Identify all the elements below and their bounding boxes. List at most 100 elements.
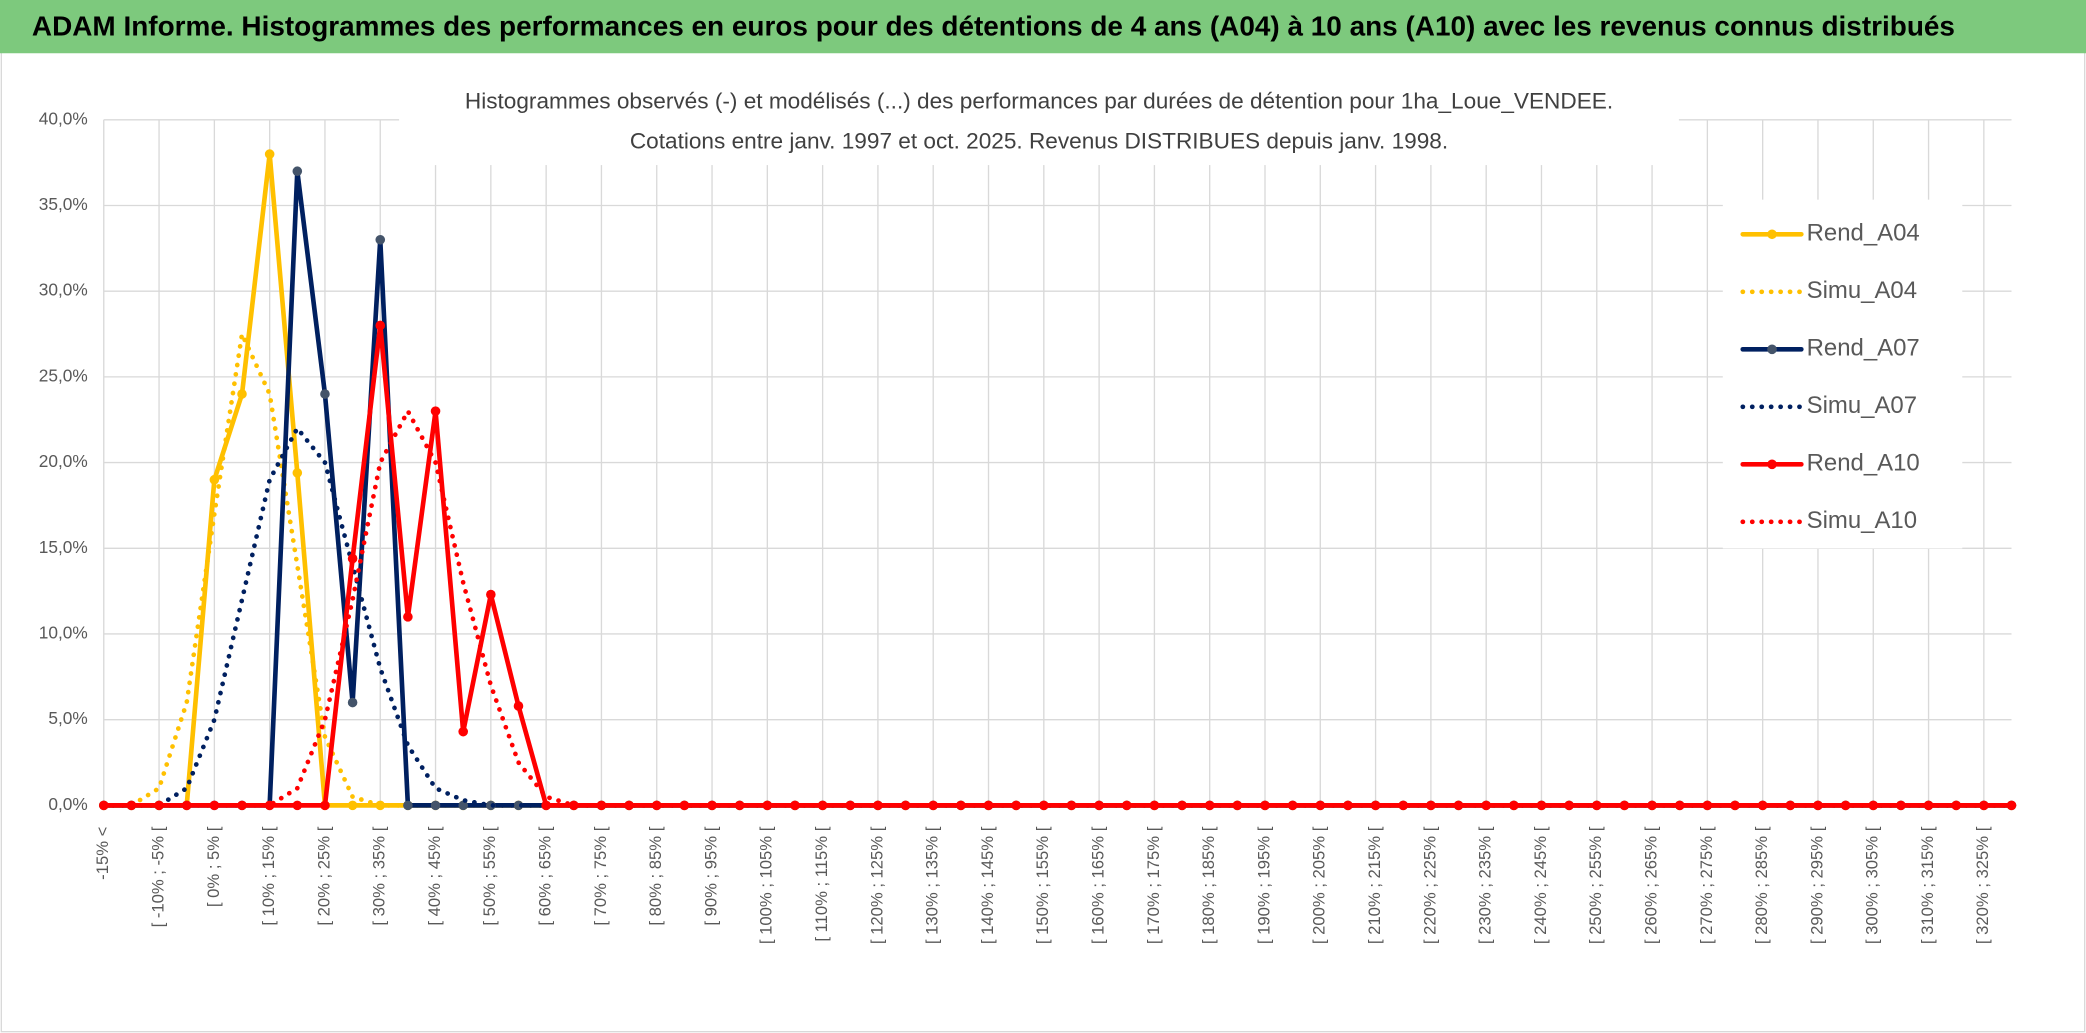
- legend-label: Simu_A10: [1807, 507, 1917, 534]
- data-point: [1343, 800, 1353, 811]
- x-tick-label: [ 0% ; 5% [: [204, 826, 223, 907]
- x-tick-label: [ 50% ; 55% [: [480, 826, 499, 925]
- y-tick-label: 0,0%: [48, 794, 87, 814]
- x-tick-label: [ 320% ; 325% [: [1973, 826, 1992, 944]
- data-point: [624, 800, 634, 811]
- data-point: [956, 800, 966, 811]
- data-point: [486, 589, 496, 600]
- x-tick-label: [ 140% ; 145% [: [978, 826, 997, 944]
- x-tick-label: [ 70% ; 75% [: [591, 826, 610, 925]
- y-tick-label: 15,0%: [39, 537, 88, 557]
- data-point: [375, 234, 386, 245]
- x-tick-label: [ 150% ; 155% [: [1033, 826, 1052, 944]
- data-point: [679, 800, 690, 811]
- data-point: [2006, 800, 2017, 811]
- data-point: [1453, 800, 1464, 811]
- data-point: [1730, 800, 1740, 811]
- data-point: [983, 800, 994, 811]
- legend-marker: [1767, 344, 1777, 355]
- data-point: [1702, 800, 1713, 811]
- data-point: [292, 166, 303, 177]
- y-tick-label: 20,0%: [39, 451, 88, 471]
- data-point: [513, 800, 524, 811]
- x-tick-label: [ 90% ; 95% [: [701, 826, 720, 925]
- y-tick-label: 30,0%: [39, 280, 88, 300]
- x-tick-label: [ 290% ; 295% [: [1807, 826, 1826, 944]
- data-point: [320, 389, 330, 399]
- x-tick-label: [ 100% ; 105% [: [757, 826, 776, 944]
- title-background: [399, 82, 1679, 166]
- data-point: [430, 406, 441, 416]
- data-point: [1039, 800, 1049, 811]
- x-tick-label: [ -10% ; -5% [: [148, 826, 167, 927]
- data-point: [347, 697, 358, 708]
- data-point: [1813, 800, 1823, 811]
- x-tick-label: [ 230% ; 235% [: [1476, 826, 1495, 944]
- data-point: [513, 701, 524, 711]
- x-tick-label: [ 280% ; 285% [: [1752, 826, 1771, 944]
- data-point: [541, 800, 551, 811]
- data-point: [1426, 800, 1436, 811]
- data-point: [403, 800, 413, 811]
- y-tick-label: 5,0%: [48, 708, 87, 728]
- data-point: [1757, 800, 1768, 811]
- x-tick-label: [ 200% ; 205% [: [1310, 826, 1329, 944]
- x-tick-label: [ 310% ; 315% [: [1918, 826, 1937, 944]
- chart-subtitle: Cotations entre janv. 1997 et oct. 2025.…: [630, 128, 1448, 153]
- x-tick-label: [ 300% ; 305% [: [1863, 826, 1882, 944]
- x-tick-label: [ 250% ; 255% [: [1586, 826, 1605, 944]
- legend-marker: [1767, 229, 1777, 240]
- data-point: [292, 800, 303, 811]
- legend: Rend_A04 Simu_A04 Rend_A07 Simu_A07 Rend_A10…: [1740, 220, 1920, 534]
- data-point: [1011, 800, 1021, 811]
- data-point: [320, 800, 330, 811]
- data-point: [1094, 800, 1104, 811]
- x-tick-label: [ 170% ; 175% [: [1144, 826, 1163, 944]
- x-tick-label: [ 120% ; 125% [: [867, 826, 886, 944]
- x-tick-label: [ 240% ; 245% [: [1531, 826, 1550, 944]
- chart-title: Histogrammes observés (-) et modélisés (…: [465, 88, 1613, 113]
- x-tick-label: [ 80% ; 85% [: [646, 826, 665, 925]
- data-point: [707, 800, 717, 811]
- data-point: [264, 149, 275, 159]
- data-point: [292, 468, 303, 478]
- legend-marker: [1767, 459, 1777, 470]
- x-tick-label: -15% <: [93, 827, 112, 880]
- data-point: [1481, 800, 1491, 811]
- legend-box: [1722, 199, 1963, 549]
- y-tick-label: 35,0%: [39, 194, 88, 214]
- series-line: [101, 408, 2014, 808]
- data-point: [1315, 800, 1326, 811]
- data-point: [1868, 800, 1879, 811]
- legend-label: Simu_A04: [1807, 277, 1917, 304]
- data-point: [1840, 800, 1851, 811]
- x-tick-label: [ 180% ; 185% [: [1199, 826, 1218, 944]
- legend-label: Simu_A07: [1807, 392, 1917, 419]
- data-point: [1066, 800, 1077, 811]
- data-point: [1785, 800, 1796, 811]
- data-point: [651, 800, 662, 811]
- data-point: [209, 800, 220, 811]
- x-tick-label: [ 160% ; 165% [: [1089, 826, 1108, 944]
- data-point: [596, 800, 607, 811]
- x-tick-label: [ 20% ; 25% [: [314, 826, 333, 925]
- x-tick-label: [ 110% ; 115% [: [812, 826, 831, 941]
- y-tick-label: 40,0%: [39, 108, 88, 128]
- legend-label: Rend_A10: [1807, 450, 1920, 477]
- data-point: [430, 800, 441, 811]
- x-tick-label: [ 130% ; 135% [: [923, 826, 942, 944]
- data-point: [403, 612, 413, 622]
- data-point: [375, 320, 386, 331]
- data-point: [347, 553, 358, 564]
- plot: [98, 149, 2017, 811]
- data-point: [458, 726, 468, 737]
- data-point: [347, 800, 358, 811]
- legend-label: Rend_A07: [1807, 335, 1920, 362]
- x-tick-label: [ 210% ; 215% [: [1365, 826, 1384, 944]
- data-point: [458, 800, 468, 811]
- x-tick-label: [ 30% ; 35% [: [370, 826, 389, 925]
- header-bar: [0, 0, 2086, 54]
- x-tick-label: [ 60% ; 65% [: [536, 826, 555, 925]
